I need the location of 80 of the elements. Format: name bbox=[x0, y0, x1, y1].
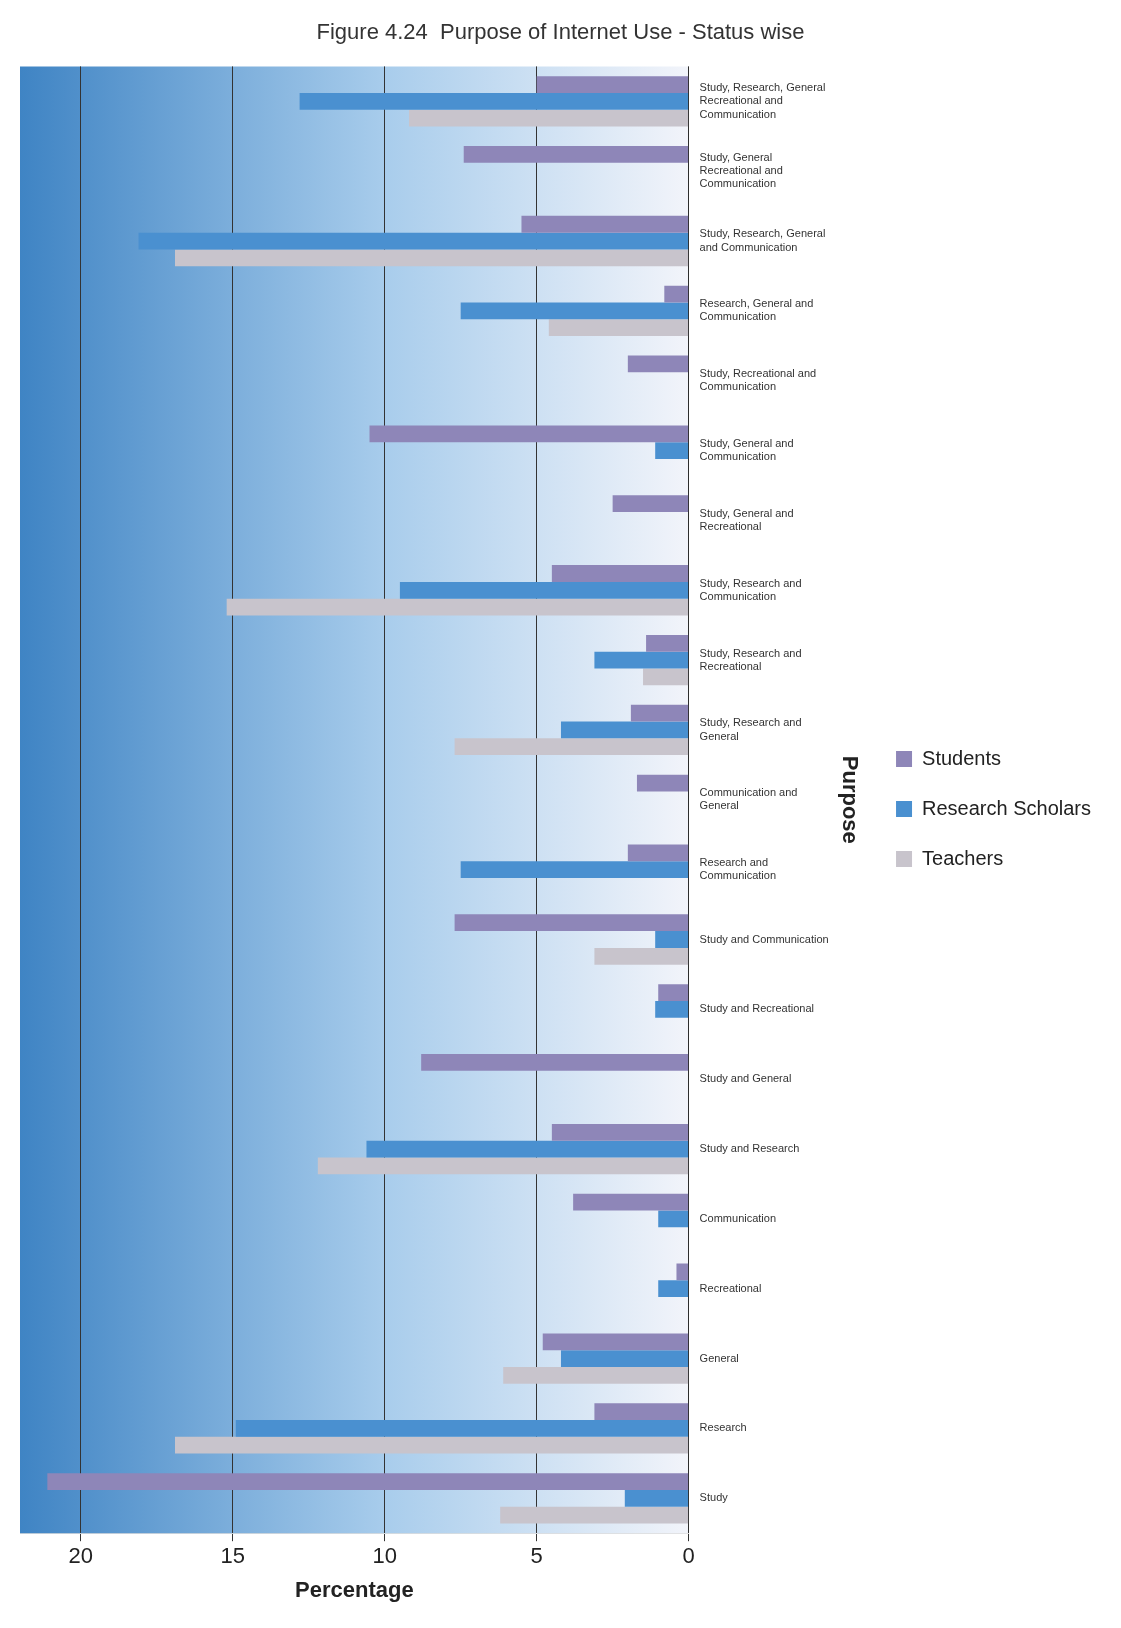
y-tick-label: Study, Research and Recreational bbox=[699, 646, 802, 672]
y-tick-label: Study, General and Recreational bbox=[699, 506, 794, 533]
y-tick-label: Recreational bbox=[699, 1281, 762, 1294]
bar bbox=[536, 76, 689, 93]
bar bbox=[299, 92, 689, 110]
bar bbox=[612, 495, 689, 513]
bar bbox=[399, 581, 689, 599]
y-tick-label: Study bbox=[699, 1491, 729, 1504]
y-tick-label: Study, Recreational and Communication bbox=[699, 367, 817, 393]
y-axis-title: Purpose bbox=[837, 755, 863, 844]
bar bbox=[366, 1140, 689, 1158]
x-tick-label: 5 bbox=[530, 1543, 543, 1569]
bar bbox=[658, 1210, 689, 1228]
y-tick-label: Study, Research and Communication bbox=[699, 576, 802, 602]
chart-title: Figure 4.24 Purpose of Internet Use - Status wise bbox=[316, 19, 805, 45]
bar bbox=[636, 774, 689, 792]
bar bbox=[624, 1489, 689, 1507]
bar bbox=[500, 1506, 689, 1524]
bar bbox=[454, 914, 689, 932]
bar bbox=[627, 844, 689, 862]
bar bbox=[551, 1123, 689, 1141]
bar bbox=[548, 319, 689, 337]
bar bbox=[542, 1333, 689, 1351]
y-tick-label: Study, Research, General Recreational and Communication bbox=[699, 81, 826, 120]
y-tick-label: Study, Research, General and Communication bbox=[699, 227, 826, 253]
y-tick-label: Study and Recreational bbox=[699, 1002, 814, 1015]
bar bbox=[175, 1436, 689, 1454]
bar bbox=[454, 738, 689, 756]
bar bbox=[521, 215, 689, 233]
y-tick-label: Research, General and Communication bbox=[699, 297, 814, 323]
y-tick-label: Study and Research bbox=[699, 1142, 800, 1155]
y-tick-label: Study, Research and General bbox=[699, 716, 802, 742]
bar bbox=[594, 651, 689, 669]
bar bbox=[560, 1350, 689, 1367]
y-tick-label: Research and Communication bbox=[699, 856, 777, 882]
y-tick-label: Study, General and Communication bbox=[699, 436, 794, 463]
bar bbox=[627, 355, 689, 373]
bar bbox=[655, 931, 689, 948]
bar bbox=[460, 302, 689, 320]
bar bbox=[655, 1000, 689, 1018]
bar bbox=[463, 146, 689, 163]
x-tick-label: 20 bbox=[68, 1543, 94, 1569]
bar bbox=[369, 425, 689, 443]
bar bbox=[138, 232, 689, 250]
bar bbox=[421, 1054, 689, 1071]
bar bbox=[551, 565, 689, 582]
y-tick-label: Communication bbox=[699, 1211, 777, 1224]
y-tick-label: Research bbox=[699, 1421, 747, 1434]
y-tick-label: General bbox=[699, 1351, 739, 1364]
x-tick-label: 15 bbox=[220, 1543, 245, 1569]
bar bbox=[560, 721, 689, 739]
legend-label: Students bbox=[922, 746, 1001, 769]
bar bbox=[460, 861, 689, 879]
bar bbox=[594, 1403, 689, 1421]
y-tick-label: Study, General Recreational and Communication bbox=[699, 151, 783, 190]
legend-label: Teachers bbox=[922, 846, 1004, 869]
bar bbox=[664, 285, 689, 303]
bar bbox=[646, 634, 689, 652]
y-tick-label: Study and Communication bbox=[699, 932, 829, 945]
bar bbox=[594, 947, 689, 965]
bar bbox=[658, 984, 689, 1001]
x-tick-label: 0 bbox=[682, 1543, 695, 1569]
bar bbox=[573, 1193, 689, 1211]
bar bbox=[226, 598, 689, 616]
x-tick-label: 10 bbox=[372, 1543, 397, 1569]
bar bbox=[643, 668, 689, 686]
bar bbox=[409, 109, 689, 127]
bar bbox=[503, 1366, 689, 1384]
bar bbox=[630, 704, 689, 722]
legend-label: Research Scholars bbox=[922, 796, 1091, 819]
bar bbox=[655, 442, 689, 459]
bar bbox=[235, 1420, 689, 1437]
bar bbox=[676, 1263, 689, 1281]
y-tick-label: Communication and General bbox=[699, 786, 798, 812]
bar bbox=[175, 249, 689, 267]
bar bbox=[47, 1473, 689, 1490]
bar bbox=[658, 1280, 689, 1298]
bar bbox=[317, 1157, 689, 1175]
y-tick-label: Study and General bbox=[699, 1072, 792, 1085]
x-axis-title: Percentage bbox=[295, 1576, 414, 1602]
